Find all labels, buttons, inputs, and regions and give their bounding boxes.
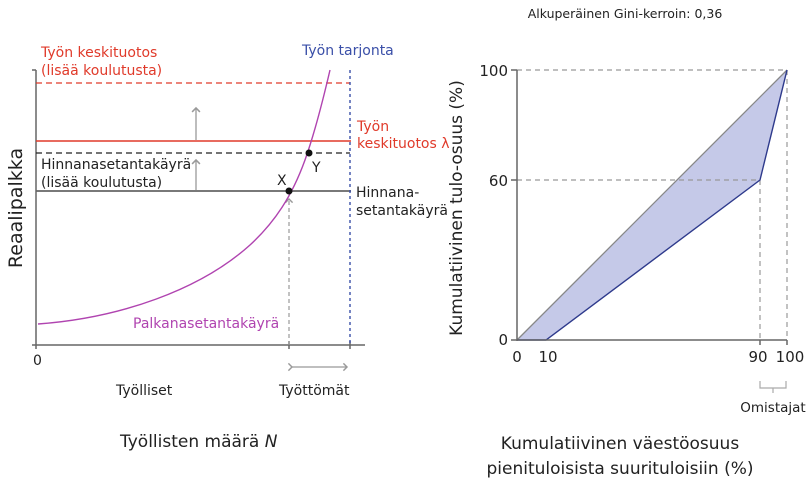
label-ap-high-2: (lisää koulutusta) xyxy=(41,63,162,79)
label-ps-2: setantakäyrä xyxy=(356,203,448,219)
label-point-x: X xyxy=(277,173,287,189)
owners-label: Omistajat xyxy=(740,400,805,416)
gini-title: Alkuperäinen Gini-kerroin: 0,36 xyxy=(528,6,723,21)
x-tick-10: 10 xyxy=(538,348,557,366)
label-ps-1: Hinnana- xyxy=(356,185,419,201)
x-tick-90: 90 xyxy=(748,348,767,366)
x-tick-0: 0 xyxy=(512,348,522,366)
right-chart xyxy=(511,69,788,393)
left-x-label-var: N xyxy=(265,432,278,452)
left-y-label: Reaalipalkka xyxy=(5,148,27,268)
point-y xyxy=(305,149,313,157)
right-x-label-2: pienituloisista suurituloisiin (%) xyxy=(487,459,754,479)
left-origin-label: 0 xyxy=(33,353,42,369)
label-ps-high-2: (lisää koulutusta) xyxy=(41,175,162,191)
label-unemployed: Työttömät xyxy=(278,383,350,399)
label-labour-supply: Työn tarjonta xyxy=(301,43,394,59)
y-tick-100: 100 xyxy=(479,62,508,80)
label-ap-2: keskituotos λ xyxy=(357,136,450,152)
left-x-label-text: Työllisten määrä xyxy=(119,432,265,452)
left-chart xyxy=(32,69,365,372)
label-employed: Työlliset xyxy=(115,383,173,399)
left-x-label: Työllisten määrä N xyxy=(119,432,278,452)
label-ap-high-1: Työn keskituotos xyxy=(40,45,157,61)
owners-bracket xyxy=(759,381,787,393)
label-ps-high-1: Hinnanasetantakäyrä xyxy=(41,157,191,173)
wage-setting-curve xyxy=(37,69,331,325)
x-tick-100: 100 xyxy=(776,348,805,366)
right-y-label: Kumulatiivinen tulo-osuus (%) xyxy=(447,80,467,336)
y-tick-0: 0 xyxy=(498,331,508,349)
label-wage-setting: Palkanasetantakäyrä xyxy=(133,316,279,332)
y-tick-60: 60 xyxy=(489,172,508,190)
label-point-y: Y xyxy=(311,160,321,176)
point-x xyxy=(285,187,293,195)
equality-line xyxy=(516,69,788,341)
right-x-label-1: Kumulatiivinen väestöosuus xyxy=(501,434,740,454)
label-ap-1: Työn xyxy=(356,119,389,135)
